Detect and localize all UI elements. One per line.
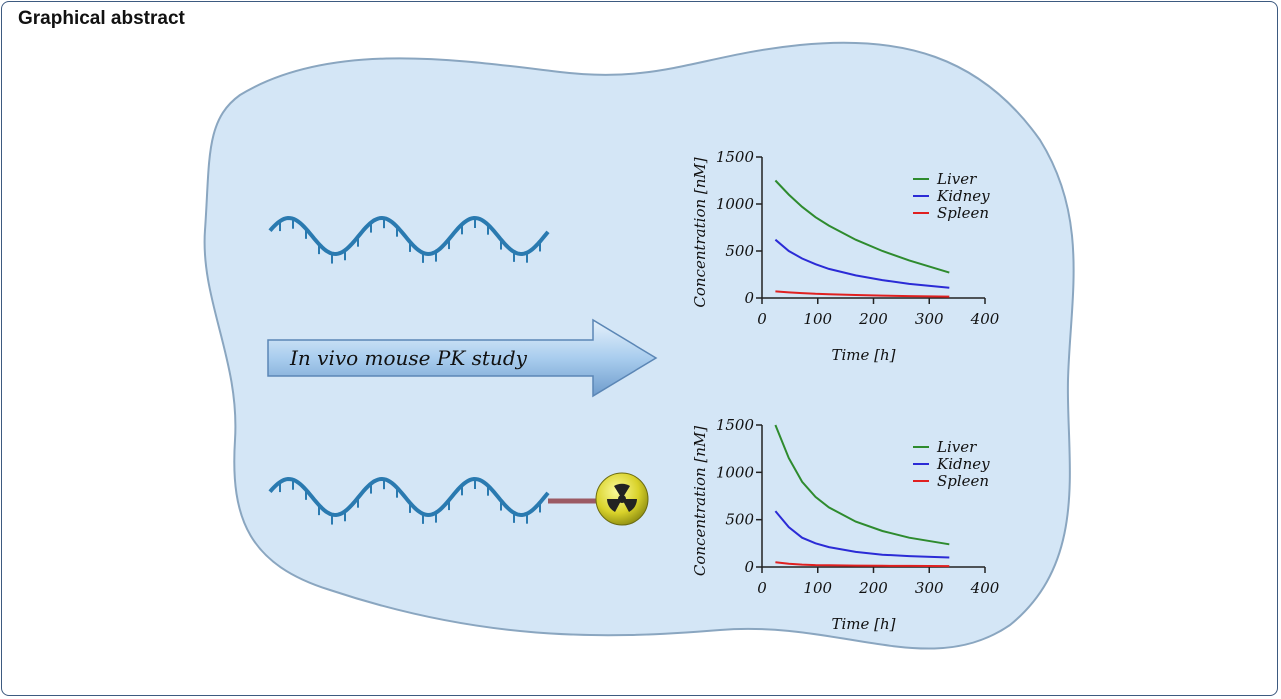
y-tick-label: 500	[725, 511, 754, 529]
x-tick-label: 0	[757, 310, 767, 328]
arrow	[267, 318, 658, 398]
legend-label: Kidney	[936, 187, 990, 205]
dna-strand	[268, 476, 550, 525]
y-tick-label: 1500	[716, 148, 755, 166]
x-tick-label: 200	[858, 579, 888, 597]
series-line	[774, 179, 950, 274]
legend-label: Spleen	[937, 204, 989, 222]
x-axis-label: Time [h]	[831, 615, 895, 633]
y-axis-label: Concentration [nM]	[691, 426, 709, 576]
arrow-label: In vivo mouse PK study	[289, 346, 528, 370]
y-axis-label: Concentration [nM]	[691, 157, 709, 307]
x-axis-label: Time [h]	[831, 346, 895, 364]
series-line	[774, 510, 950, 559]
legend-label: Liver	[936, 438, 977, 456]
x-tick-label: 0	[757, 579, 767, 597]
section-title: Graphical abstract	[18, 8, 185, 29]
background-blob	[203, 41, 1075, 650]
y-tick-label: 1000	[716, 463, 755, 481]
line-chart: 0 500 1000 1500 0 100 200 300 400 Time [h] Concent…	[691, 148, 1000, 364]
y-tick-label: 0	[744, 558, 754, 576]
x-tick-label: 100	[803, 310, 832, 328]
series-line	[775, 561, 950, 568]
x-tick-label: 400	[970, 579, 1000, 597]
x-tick-label: 400	[970, 310, 1000, 328]
x-tick-label: 100	[803, 579, 832, 597]
x-tick-label: 300	[915, 310, 944, 328]
y-tick-label: 1000	[716, 195, 755, 213]
series-line	[774, 238, 950, 289]
line-chart: 0 500 1000 1500 0 100 200 300 400 Time [h] Concent…	[691, 416, 1000, 633]
y-tick-label: 0	[744, 289, 754, 307]
legend-label: Spleen	[937, 472, 989, 490]
legend-label: Kidney	[936, 455, 990, 473]
x-tick-label: 200	[858, 310, 888, 328]
dna-strand	[268, 215, 550, 264]
series-line	[775, 290, 950, 298]
series-line	[774, 424, 950, 546]
y-tick-label: 1500	[716, 416, 755, 434]
x-tick-label: 300	[915, 579, 944, 597]
legend-label: Liver	[936, 170, 977, 188]
radiation-icon	[607, 483, 637, 512]
y-tick-label: 500	[725, 242, 754, 260]
